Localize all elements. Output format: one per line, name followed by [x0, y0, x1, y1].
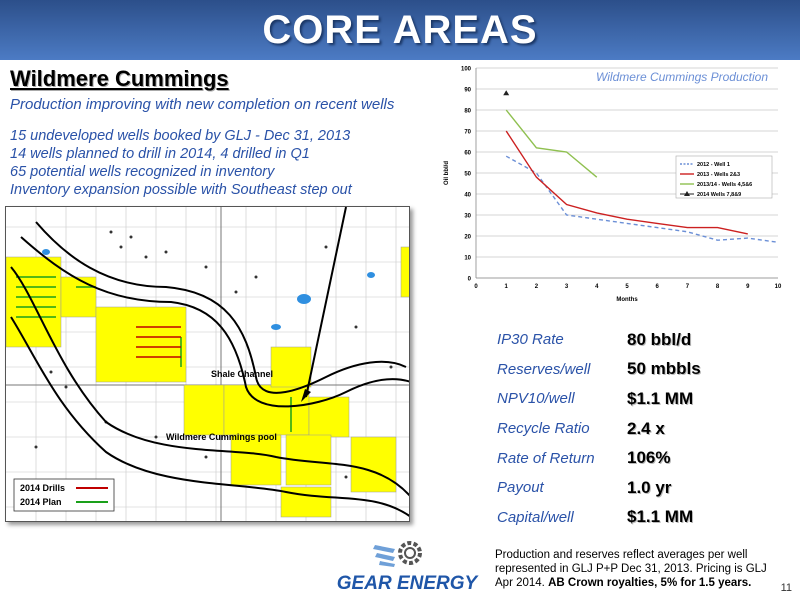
series-marker	[503, 90, 510, 96]
y-tick-label: 10	[464, 256, 471, 262]
metric-label: NPV10/well	[497, 390, 575, 408]
metric-value: 50 mbbls	[627, 359, 701, 379]
y-tick-label: 40	[464, 193, 471, 199]
shale-channel-label: Shale Channel	[211, 369, 273, 379]
production-chart: 0 10 20 30 40 50 60 70 80 90 100 0 1 2 3 4 5 6 7 8 9 10 Wildme…	[438, 60, 788, 305]
land-map: Shale Channel Wildmere Cummings pool 201…	[5, 206, 410, 522]
metric-row-payout: Payout 1.0 yr	[497, 473, 777, 503]
chart-legend	[675, 155, 773, 199]
metric-row-reserves: Reserves/well 50 mbbls	[497, 355, 777, 385]
page-number: 11	[780, 582, 792, 594]
metric-label: Recycle Ratio	[497, 420, 590, 438]
x-tick-label: 4	[595, 284, 599, 290]
x-tick-label: 2	[535, 284, 539, 290]
x-tick-label: 7	[686, 284, 690, 290]
gear-logo-icon: GEAR ENERGY	[337, 541, 480, 594]
y-tick-label: 0	[468, 277, 472, 283]
x-tick-label: 1	[505, 284, 509, 290]
metric-value: 80 bbl/d	[627, 329, 692, 349]
legend-label: 2013 - Wells 2&3	[697, 172, 740, 178]
x-tick-label: 8	[716, 284, 720, 290]
x-tick-label: 9	[746, 284, 750, 290]
series-line	[505, 109, 598, 178]
legend-label: 2012 - Well 1	[697, 162, 730, 168]
x-tick-label: 5	[625, 284, 629, 290]
y-tick-label: 100	[461, 67, 472, 73]
footnote-bold: AB Crown royalties, 5% for 1.5 years.	[548, 577, 752, 589]
y-axis-label: Oil bbl/d	[444, 161, 450, 185]
x-tick-label: 3	[565, 284, 569, 290]
company-logo: GEAR ENERGY	[325, 535, 490, 595]
legend-label-plan: 2014 Plan	[20, 497, 62, 507]
y-tick-label: 70	[464, 130, 471, 136]
bullet-item: 15 undeveloped wells booked by GLJ - Dec…	[10, 128, 351, 144]
metric-value: 1.0 yr	[627, 477, 672, 497]
y-tick-label: 30	[464, 214, 471, 220]
y-tick-label: 20	[464, 235, 471, 241]
x-tick-label: 6	[656, 284, 660, 290]
metric-row-capital: Capital/well $1.1 MM	[497, 503, 777, 533]
y-tick-label: 60	[464, 151, 471, 157]
header-bar: CORE AREAS	[0, 0, 800, 60]
metric-label: IP30 Rate	[497, 331, 564, 349]
page-title: CORE AREAS	[262, 8, 538, 52]
metric-row-ip30: IP30 Rate 80 bbl/d	[497, 325, 777, 355]
bullet-item: Inventory expansion possible with Southe…	[10, 182, 352, 198]
bullet-list: 15 undeveloped wells booked by GLJ - Dec…	[10, 127, 352, 199]
series-line	[505, 155, 779, 243]
map-legend	[13, 478, 115, 512]
y-tick-label: 90	[464, 88, 471, 94]
bullet-item: 65 potential wells recognized in invento…	[10, 164, 275, 180]
metric-row-recycle: Recycle Ratio 2.4 x	[497, 414, 777, 444]
legend-label-drills: 2014 Drills	[20, 483, 65, 493]
metric-value: 2.4 x	[627, 418, 665, 438]
metric-row-npv10: NPV10/well $1.1 MM	[497, 384, 777, 414]
bullet-item: 14 wells planned to drill in 2014, 4 dri…	[10, 146, 310, 162]
metric-label: Rate of Return	[497, 449, 595, 467]
chart-title: Wildmere Cummings Production	[596, 70, 768, 84]
metric-value: $1.1 MM	[627, 507, 694, 527]
metrics-table: IP30 Rate 80 bbl/d Reserves/well 50 mbbl…	[497, 325, 777, 532]
y-tick-label: 80	[464, 109, 471, 115]
legend-marker	[684, 191, 690, 196]
metric-value: $1.1 MM	[627, 388, 694, 408]
metric-label: Capital/well	[497, 508, 574, 526]
logo-text: GEAR ENERGY	[337, 573, 480, 594]
metric-label: Payout	[497, 479, 544, 497]
legend-label: 2013/14 - Wells 4,5&6	[697, 182, 752, 188]
section-title: Wildmere Cummings	[10, 66, 229, 91]
pool-label: Wildmere Cummings pool	[166, 432, 277, 442]
metric-row-ror: Rate of Return 106%	[497, 443, 777, 473]
metric-label: Reserves/well	[497, 360, 591, 378]
metric-value: 106%	[627, 448, 671, 468]
y-tick-label: 50	[464, 172, 471, 178]
chart-svg: 0 10 20 30 40 50 60 70 80 90 100 0 1 2 3 4 5 6 7 8 9 10 Wildme…	[444, 67, 782, 304]
x-axis-label: Months	[616, 297, 638, 303]
x-tick-label: 0	[474, 284, 478, 290]
footnote: Production and reserves reflect averages…	[495, 548, 785, 590]
series-line	[505, 130, 748, 235]
footnote-text: Production and reserves reflect averages…	[495, 549, 767, 589]
legend-label: 2014 Wells 7,8&9	[697, 192, 741, 198]
section-tagline: Production improving with new completion…	[10, 96, 395, 113]
x-tick-label: 10	[775, 284, 782, 290]
map-svg: Shale Channel Wildmere Cummings pool 201…	[6, 207, 409, 521]
